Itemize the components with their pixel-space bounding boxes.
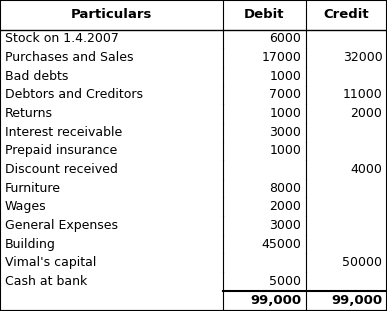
Text: Vimal's capital: Vimal's capital bbox=[5, 256, 96, 269]
Text: Credit: Credit bbox=[324, 8, 369, 21]
Text: 11000: 11000 bbox=[342, 88, 382, 101]
Text: 4000: 4000 bbox=[351, 163, 382, 176]
Text: 45000: 45000 bbox=[261, 238, 301, 251]
Text: General Expenses: General Expenses bbox=[5, 219, 118, 232]
Text: Building: Building bbox=[5, 238, 55, 251]
Text: Prepaid insurance: Prepaid insurance bbox=[5, 144, 117, 157]
Text: 3000: 3000 bbox=[269, 219, 301, 232]
Text: Discount received: Discount received bbox=[5, 163, 118, 176]
Text: Debit: Debit bbox=[244, 8, 284, 21]
Text: 50000: 50000 bbox=[342, 256, 382, 269]
Text: 2000: 2000 bbox=[269, 200, 301, 213]
Text: 7000: 7000 bbox=[269, 88, 301, 101]
Text: Interest receivable: Interest receivable bbox=[5, 126, 122, 139]
Text: 1000: 1000 bbox=[269, 144, 301, 157]
Text: 99,000: 99,000 bbox=[250, 295, 301, 307]
Text: Stock on 1.4.2007: Stock on 1.4.2007 bbox=[5, 32, 118, 45]
Text: Particulars: Particulars bbox=[70, 8, 152, 21]
Text: 1000: 1000 bbox=[269, 70, 301, 83]
Text: 6000: 6000 bbox=[269, 32, 301, 45]
Text: Bad debts: Bad debts bbox=[5, 70, 68, 83]
Text: Purchases and Sales: Purchases and Sales bbox=[5, 51, 133, 64]
Text: Debtors and Creditors: Debtors and Creditors bbox=[5, 88, 143, 101]
Text: 99,000: 99,000 bbox=[331, 295, 382, 307]
Text: 5000: 5000 bbox=[269, 275, 301, 288]
Text: Furniture: Furniture bbox=[5, 182, 61, 195]
Text: 2000: 2000 bbox=[351, 107, 382, 120]
Text: 3000: 3000 bbox=[269, 126, 301, 139]
Text: Wages: Wages bbox=[5, 200, 46, 213]
Text: 8000: 8000 bbox=[269, 182, 301, 195]
Text: 32000: 32000 bbox=[342, 51, 382, 64]
Text: 1000: 1000 bbox=[269, 107, 301, 120]
Text: 17000: 17000 bbox=[261, 51, 301, 64]
Text: Returns: Returns bbox=[5, 107, 53, 120]
Text: Cash at bank: Cash at bank bbox=[5, 275, 87, 288]
